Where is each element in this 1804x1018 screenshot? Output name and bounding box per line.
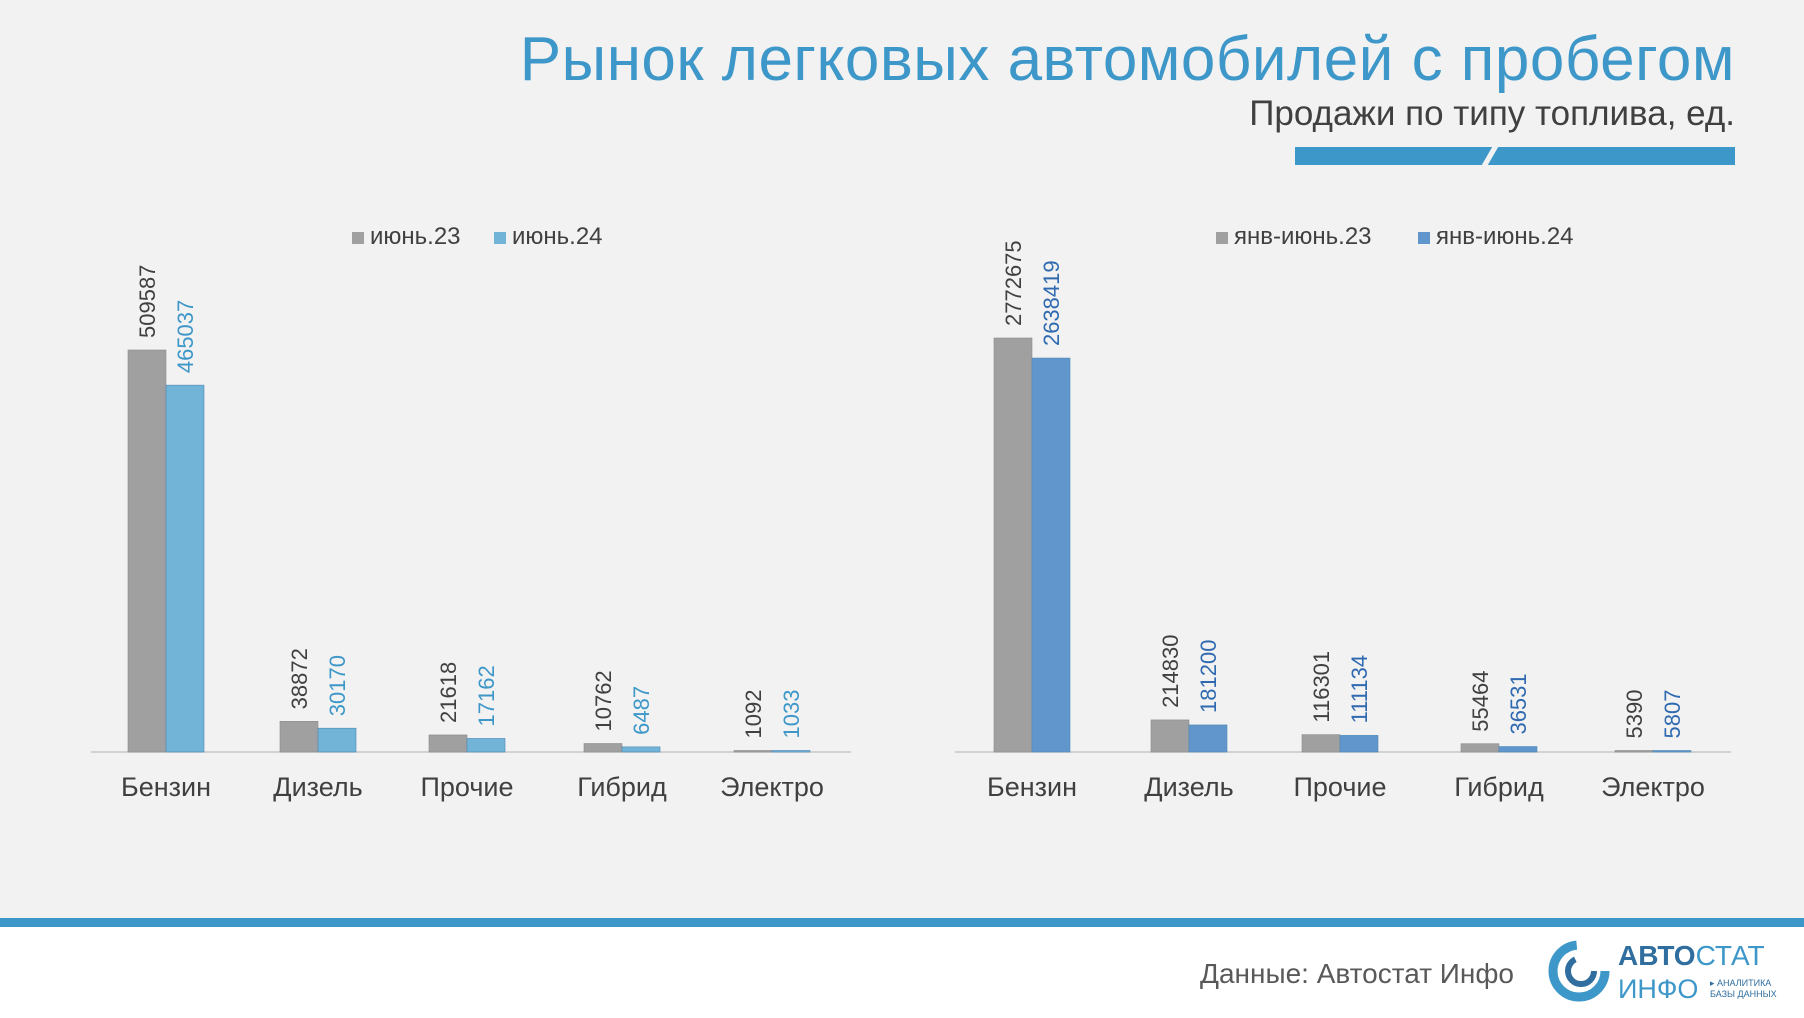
bar xyxy=(733,750,773,753)
bar xyxy=(771,750,811,753)
accent-bar xyxy=(1295,147,1735,165)
bar xyxy=(1150,719,1190,753)
page-subtitle: Продажи по типу топлива, ед. xyxy=(1249,94,1735,133)
data-label: 5807 xyxy=(1660,690,1685,739)
data-label: 30170 xyxy=(325,655,350,716)
bar xyxy=(1188,724,1228,753)
category-label: Бензин xyxy=(987,772,1077,802)
bar xyxy=(1031,357,1071,753)
avtostat-logo: АВТОСТАТ ИНФО ▸ АНАЛИТИКА БАЗЫ ДАННЫХ xyxy=(1548,938,1788,1008)
bar xyxy=(1301,734,1341,753)
bar xyxy=(1652,750,1692,753)
legend-swatch xyxy=(1216,232,1228,244)
data-label: 181200 xyxy=(1196,640,1221,713)
category-label: Прочие xyxy=(420,772,513,802)
legend-label: янв-июнь.24 xyxy=(1436,223,1574,250)
data-label: 10762 xyxy=(591,670,616,731)
bar xyxy=(1498,746,1538,753)
legend-swatch xyxy=(1418,232,1430,244)
legend-label: июнь.23 xyxy=(370,223,461,250)
logo-tagline: ▸ АНАЛИТИКА БАЗЫ ДАННЫХ xyxy=(1710,978,1777,999)
category-label: Гибрид xyxy=(577,772,667,802)
bar xyxy=(621,746,661,753)
data-label: 36531 xyxy=(1506,673,1531,734)
data-label: 465037 xyxy=(173,300,198,373)
data-label: 111134 xyxy=(1347,655,1372,724)
data-label: 2638419 xyxy=(1039,260,1064,346)
category-label: Прочие xyxy=(1293,772,1386,802)
data-label: 21618 xyxy=(436,662,461,723)
category-label: Электро xyxy=(720,772,824,802)
footer-divider xyxy=(0,918,1804,927)
data-source: Данные: Автостат Инфо xyxy=(1200,958,1515,989)
category-label: Дизель xyxy=(273,772,362,802)
data-label: 214830 xyxy=(1158,635,1183,708)
data-label: 55464 xyxy=(1468,671,1493,732)
bar xyxy=(1339,735,1379,753)
bar xyxy=(165,384,205,753)
logo-wordmark-bottom: ИНФО xyxy=(1618,974,1699,1004)
data-label: 17162 xyxy=(474,665,499,726)
data-label: 2772675 xyxy=(1001,240,1026,326)
bar xyxy=(279,721,319,753)
bar xyxy=(1460,743,1500,753)
bar xyxy=(583,743,623,753)
category-label: Электро xyxy=(1601,772,1705,802)
logo-wordmark-top: АВТОСТАТ xyxy=(1618,940,1765,971)
data-label: 6487 xyxy=(629,686,654,735)
bar xyxy=(317,727,357,753)
data-label: 38872 xyxy=(287,648,312,709)
legend-label: янв-июнь.23 xyxy=(1234,223,1372,250)
charts-canvas: июнь.23 июнь.24 509587 465037 Бензин 38872 301… xyxy=(91,223,1731,802)
data-label: 1033 xyxy=(779,690,804,739)
category-label: Гибрид xyxy=(1454,772,1544,802)
legend-swatch xyxy=(494,232,506,244)
bar xyxy=(466,738,506,753)
footer xyxy=(0,918,1804,1018)
legend-label: июнь.24 xyxy=(512,223,603,250)
bar xyxy=(993,337,1033,753)
category-label: Дизель xyxy=(1144,772,1233,802)
bar xyxy=(1614,750,1654,753)
data-label: 116301 xyxy=(1309,651,1334,723)
data-label: 5390 xyxy=(1622,690,1647,739)
bar xyxy=(428,734,468,753)
legend-swatch xyxy=(352,232,364,244)
data-label: 1092 xyxy=(741,690,766,739)
logo-swirl-icon xyxy=(1548,940,1610,1002)
data-label: 509587 xyxy=(135,265,160,338)
page-title: Рынок легковых автомобилей с пробегом xyxy=(519,25,1735,94)
bar xyxy=(127,349,167,753)
category-label: Бензин xyxy=(121,772,211,802)
